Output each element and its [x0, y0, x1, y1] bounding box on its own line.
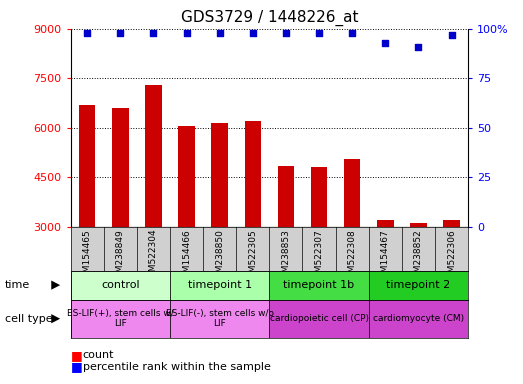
Text: count: count	[83, 350, 114, 360]
Bar	[244, 121, 261, 227]
Point	[315, 30, 323, 36]
Text: ■: ■	[71, 360, 82, 373]
Point	[149, 30, 157, 36]
Bar	[344, 159, 360, 227]
Text: cardiopoietic cell (CP): cardiopoietic cell (CP)	[269, 314, 369, 323]
Title: GDS3729 / 1448226_at: GDS3729 / 1448226_at	[180, 10, 358, 26]
Bar	[79, 104, 95, 227]
Text: GSM238850: GSM238850	[215, 229, 224, 284]
Text: GSM238849: GSM238849	[116, 229, 125, 283]
Bar	[278, 166, 294, 227]
Point	[282, 30, 290, 36]
Bar	[170, 271, 269, 300]
Text: GSM238853: GSM238853	[281, 229, 290, 284]
Text: GSM522307: GSM522307	[314, 229, 324, 283]
Text: ■: ■	[71, 349, 82, 362]
Point	[116, 30, 124, 36]
Bar	[369, 300, 468, 338]
Bar	[170, 300, 269, 338]
Bar	[112, 108, 129, 227]
Bar	[71, 300, 170, 338]
Text: timepoint 1b: timepoint 1b	[283, 280, 355, 290]
Text: time: time	[5, 280, 30, 290]
Bar	[269, 300, 369, 338]
Point	[183, 30, 191, 36]
Text: percentile rank within the sample: percentile rank within the sample	[83, 362, 270, 372]
Bar	[211, 123, 228, 227]
Text: GSM522306: GSM522306	[447, 229, 456, 283]
Bar	[269, 271, 369, 300]
Point	[348, 30, 356, 36]
Bar	[71, 271, 170, 300]
Bar	[410, 223, 427, 227]
Bar	[145, 85, 162, 227]
Text: GSM238852: GSM238852	[414, 229, 423, 283]
Text: GSM522308: GSM522308	[348, 229, 357, 283]
Text: ES-LIF(-), stem cells w/o
LIF: ES-LIF(-), stem cells w/o LIF	[166, 309, 274, 328]
Point	[447, 31, 456, 38]
Point	[414, 43, 423, 50]
Bar	[311, 167, 327, 227]
Text: ES-LIF(+), stem cells w/
LIF: ES-LIF(+), stem cells w/ LIF	[67, 309, 174, 328]
Text: GSM154466: GSM154466	[182, 229, 191, 283]
Point	[215, 30, 224, 36]
Bar	[369, 271, 468, 300]
Point	[248, 30, 257, 36]
Bar	[377, 220, 393, 227]
Text: GSM522304: GSM522304	[149, 229, 158, 283]
Point	[83, 30, 92, 36]
Text: timepoint 1: timepoint 1	[188, 280, 252, 290]
Text: control: control	[101, 280, 140, 290]
Bar	[444, 220, 460, 227]
Point	[381, 40, 390, 46]
Text: cell type: cell type	[5, 314, 53, 324]
Text: GSM154467: GSM154467	[381, 229, 390, 283]
Text: GSM522305: GSM522305	[248, 229, 257, 283]
Bar	[178, 126, 195, 227]
Text: GSM154465: GSM154465	[83, 229, 92, 283]
Text: timepoint 2: timepoint 2	[386, 280, 450, 290]
Text: cardiomyocyte (CM): cardiomyocyte (CM)	[373, 314, 464, 323]
